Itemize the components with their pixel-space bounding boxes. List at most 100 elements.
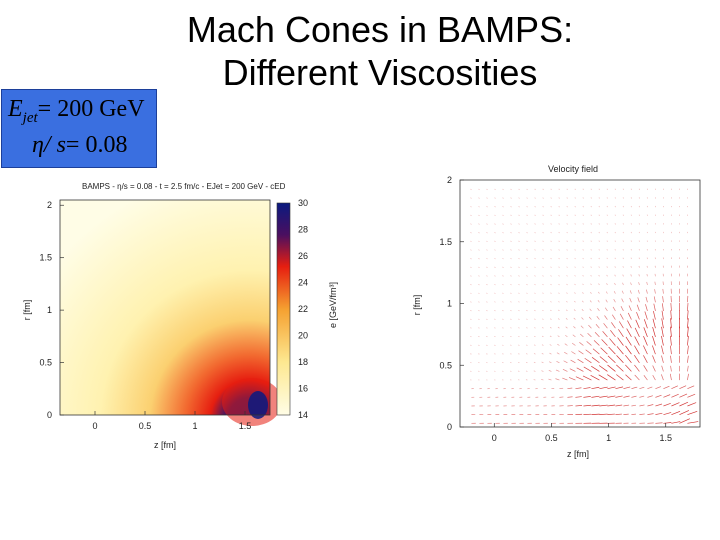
velocity-arrow	[494, 188, 496, 191]
velocity-arrow	[526, 197, 528, 199]
velocity-arrow	[548, 361, 552, 364]
velocity-arrow	[494, 249, 496, 251]
velocity-arrow	[578, 350, 584, 355]
velocity-arrow	[542, 188, 544, 191]
velocity-arrow	[616, 346, 624, 355]
heatmap-ytick-label: 0.5	[39, 358, 52, 368]
velocity-arrow	[670, 303, 672, 311]
velocity-arrow	[518, 275, 520, 277]
velocity-arrow	[550, 309, 552, 312]
velocity-xlabel: z [fm]	[567, 449, 589, 459]
velocity-arrow	[542, 205, 544, 208]
velocity-arrow	[608, 346, 616, 355]
velocity-arrow	[652, 326, 656, 337]
colorbar-tick-label: 24	[298, 278, 308, 288]
velocity-arrow	[593, 340, 600, 346]
velocity-arrow	[566, 214, 568, 216]
velocity-arrow	[550, 257, 552, 260]
velocity-arrow	[494, 327, 496, 329]
colorbar-tick-label: 22	[298, 304, 308, 314]
velocity-arrow	[600, 347, 608, 355]
velocity-arrow	[556, 360, 560, 364]
velocity-arrow	[534, 301, 536, 303]
velocity-arrow	[629, 297, 632, 303]
velocity-arrow	[652, 365, 656, 372]
velocity-arrow	[625, 345, 632, 355]
velocity-arrow	[486, 318, 488, 320]
velocity-arrow	[470, 223, 472, 225]
velocity-arrow	[502, 197, 504, 199]
velocity-arrow	[637, 289, 640, 294]
velocity-arrow	[661, 374, 664, 381]
velocity-arrow	[494, 223, 496, 225]
velocity-arrow	[607, 404, 616, 407]
velocity-arrow	[526, 257, 528, 260]
velocity-arrow	[526, 344, 528, 346]
velocity-arrow	[518, 344, 520, 346]
colorbar-ticks: 30 28 26 24 22 20 18 16 14	[298, 198, 308, 420]
velocity-arrow	[595, 324, 600, 329]
velocity-arrow	[616, 374, 624, 381]
velocity-arrow	[494, 206, 496, 208]
velocity-arrow	[550, 283, 552, 286]
velocity-arrow	[558, 214, 560, 216]
velocity-arrow	[670, 326, 672, 337]
velocity-arrow	[588, 324, 592, 329]
velocity-arrow	[494, 214, 496, 217]
heatmap-frame	[59, 199, 271, 416]
colorbar-tick-label: 26	[298, 251, 308, 261]
velocity-arrow	[533, 361, 536, 364]
velocity-arrow	[655, 403, 663, 407]
velocity-arrow	[625, 354, 632, 363]
energy-subscript: jet	[22, 109, 38, 126]
velocity-arrow	[550, 275, 552, 277]
velocity-arrow	[534, 223, 536, 225]
velocity-arrow	[670, 318, 672, 329]
velocity-arrow	[478, 249, 480, 251]
velocity-arrow	[494, 266, 496, 268]
velocity-arrow	[502, 223, 504, 225]
velocity-arrow	[549, 335, 552, 338]
velocity-arrow	[623, 386, 631, 390]
velocity-arrow	[598, 249, 600, 251]
velocity-arrow	[582, 249, 584, 251]
velocity-arrow	[575, 396, 582, 398]
velocity-arrow	[625, 336, 632, 346]
velocity-arrow	[590, 374, 600, 381]
velocity-title: Velocity field	[548, 164, 599, 174]
velocity-arrow	[575, 387, 582, 390]
velocity-arrow	[502, 266, 504, 268]
velocity-arrow	[574, 214, 576, 216]
velocity-arrow	[550, 249, 552, 251]
velocity-arrow	[583, 396, 591, 398]
velocity-arrow	[510, 309, 512, 312]
velocity-arrow	[558, 257, 560, 260]
title-line-2: Different Viscosities	[222, 52, 538, 93]
velocity-arrow	[630, 266, 632, 268]
velocity-arrow	[671, 410, 681, 415]
velocity-arrow	[687, 421, 699, 424]
velocity-arrow	[502, 283, 504, 286]
velocity-arrow	[533, 379, 536, 381]
velocity-arrow	[616, 355, 624, 364]
velocity-arrow	[550, 223, 552, 225]
velocity-arrow	[494, 301, 496, 303]
velocity-arrow	[534, 266, 536, 268]
velocity-arrow	[548, 378, 552, 381]
velocity-arrow	[518, 206, 520, 208]
velocity-arrow	[647, 395, 653, 398]
heatmap-ytick-label: 1	[47, 305, 52, 315]
velocity-arrow	[470, 258, 472, 260]
velocity-arrow	[622, 266, 624, 268]
velocity-arrow	[563, 360, 568, 364]
velocity-arrow	[598, 240, 600, 242]
velocity-axes: 0 0.5 1 1.5 2 1.5 1 0.5 0	[439, 175, 671, 443]
velocity-arrow	[634, 345, 640, 355]
velocity-arrow	[518, 327, 520, 329]
velocity-arrow	[663, 412, 672, 415]
velocity-arrow	[470, 197, 472, 199]
velocity-arrow	[606, 274, 608, 277]
velocity-arrow	[550, 240, 552, 242]
velocity-arrow	[534, 309, 536, 312]
velocity-arrow	[577, 358, 584, 364]
